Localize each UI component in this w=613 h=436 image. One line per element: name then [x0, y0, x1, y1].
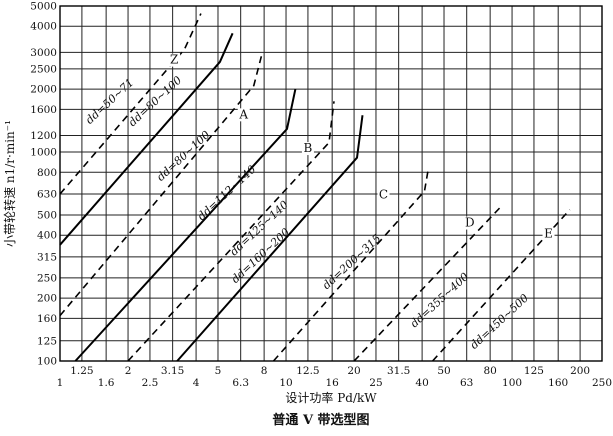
belt-type-label-bg: [542, 227, 555, 241]
y-tick-label: 1000: [30, 147, 57, 159]
diameter-range-label: dd=355~400: [408, 270, 472, 330]
x-tick-label-lower: 160: [548, 377, 568, 389]
boundary-line-6: [176, 115, 364, 362]
x-tick-label-lower: 40: [415, 377, 428, 389]
diameter-range-label: dd=80~100: [154, 128, 212, 183]
x-tick-label-lower: 4: [193, 377, 200, 389]
y-tick-label: 4000: [30, 21, 57, 33]
y-tick-label: 250: [37, 272, 57, 284]
belt-type-label-bg: [463, 216, 476, 230]
y-tick-label: 100: [37, 356, 57, 368]
y-tick-label: 2000: [30, 84, 57, 96]
boundary-line-5: [127, 101, 335, 362]
diameter-range-label: dd=200~315: [320, 232, 384, 292]
belt-type-label: E: [544, 226, 553, 240]
x-tick-label-upper: 8: [261, 365, 268, 377]
x-tick-label-upper: 50: [437, 365, 450, 377]
x-tick-label-upper: 31.5: [387, 365, 410, 377]
y-tick-label: 200: [37, 293, 57, 305]
x-tick-label-lower: 10: [279, 377, 292, 389]
belt-type-label: D: [465, 216, 475, 230]
y-tick-label: 2500: [30, 63, 57, 75]
y-tick-label: 630: [37, 188, 57, 200]
x-tick-label-lower: 250: [592, 377, 612, 389]
belt-type-label-bg: [168, 53, 181, 67]
x-tick-label-lower: 25: [369, 377, 382, 389]
y-tick-label: 3000: [30, 47, 57, 59]
y-tick-label: 5000: [30, 1, 57, 13]
tick-labels: 1001251602002503154005006308001000120016…: [30, 1, 612, 390]
boundary-line-2: [59, 32, 234, 246]
belt-type-label-bg: [377, 188, 390, 202]
boundary-line-1: [59, 13, 202, 195]
x-tick-label-upper: 1.25: [70, 365, 93, 377]
y-tick-label: 315: [37, 251, 57, 263]
boundary-line-3: [59, 55, 263, 317]
y-tick-label: 800: [37, 167, 57, 179]
diameter-range-label: dd=80~100: [126, 74, 184, 129]
y-tick-label: 400: [37, 230, 57, 242]
y-tick-label: 160: [37, 313, 57, 325]
y-tick-label: 1200: [30, 130, 57, 142]
belt-type-label-bg: [301, 142, 314, 156]
belt-type-label: B: [304, 141, 313, 155]
x-tick-label-lower: 63: [460, 377, 473, 389]
belt-type-label: C: [379, 187, 388, 201]
x-tick-label-upper: 5: [215, 365, 222, 377]
x-tick-label-upper: 125: [524, 365, 544, 377]
grid: [59, 5, 603, 362]
y-tick-label: 1600: [30, 104, 57, 116]
y-tick-label: 500: [37, 209, 57, 221]
boundary-line-4: [74, 88, 297, 362]
belt-type-label-bg: [237, 108, 250, 122]
x-tick-label-upper: 2: [125, 365, 132, 377]
boundary-line-7: [272, 169, 429, 362]
y-tick-label: 125: [37, 335, 57, 347]
x-tick-label-lower: 2.5: [142, 377, 159, 389]
belt-type-label: Z: [170, 53, 178, 67]
x-tick-label-lower: 1: [57, 377, 64, 389]
plot-frame: [59, 5, 603, 362]
x-tick-label-lower: 100: [502, 377, 522, 389]
x-tick-label-lower: 1.6: [98, 377, 115, 389]
y-axis-title: 小带轮转速 n1/r·min⁻¹: [2, 120, 17, 247]
belt-type-label: A: [238, 107, 248, 121]
chart-title: 普通 V 带选型图: [272, 412, 369, 428]
x-axis-title: 设计功率 Pd/kW: [285, 390, 377, 405]
series-lines: [59, 13, 571, 362]
x-tick-label-upper: 80: [483, 365, 496, 377]
diameter-range-label: dd=450~500: [468, 292, 532, 352]
x-tick-label-upper: 3.15: [161, 365, 184, 377]
diameter-range-label: dd=112~140: [195, 163, 259, 223]
x-tick-label-upper: 12.5: [296, 365, 319, 377]
x-tick-label-lower: 6.3: [232, 377, 249, 389]
x-tick-label-upper: 200: [570, 365, 590, 377]
x-tick-label-lower: 16: [325, 377, 339, 389]
x-tick-label-upper: 20: [347, 365, 360, 377]
